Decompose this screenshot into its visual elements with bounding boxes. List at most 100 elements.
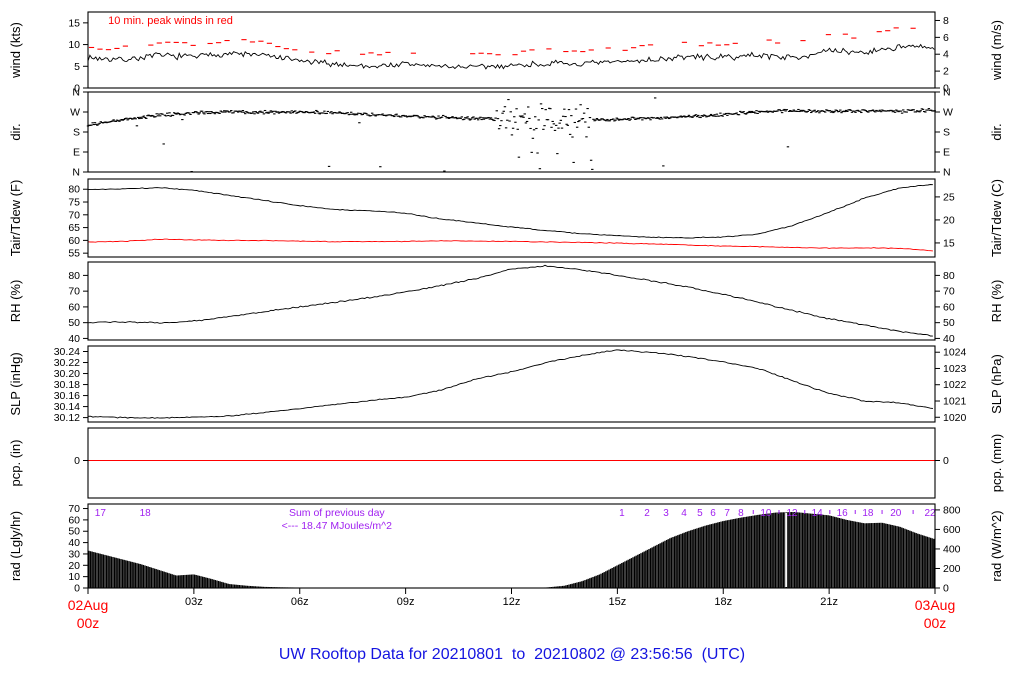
panel-border	[87, 91, 936, 173]
series-sea_level_pressure_inhg	[87, 349, 933, 419]
axis-label-right: Tair/Tdew (C)	[989, 179, 1004, 257]
chart-title: UW Rooftop Data for 20210801 to 20210802…	[278, 646, 746, 663]
y-tick-label-left: E	[73, 147, 80, 159]
panel-wind: 10 min. peak winds in red 0 5 10 15 0 2 4 6 8 wind…	[8, 11, 1004, 95]
y-tick-label-left: 30.20	[54, 368, 80, 380]
y-tick-label-left: 30.14	[54, 401, 80, 413]
axis-label-left: dir.	[8, 123, 23, 140]
axis-label-left: RH (%)	[8, 280, 23, 323]
mj-mark-label: 12	[787, 508, 799, 519]
axis-label-right: rad (W/m^2)	[989, 510, 1004, 581]
y-tick-label-left: 55	[68, 248, 80, 260]
y-tick-label-left: N	[72, 87, 80, 99]
mj-mark-label: 6	[710, 508, 716, 519]
y-tick-label-right: 60	[943, 301, 955, 313]
y-tick-label-right: 8	[943, 15, 949, 27]
series-wind_speed_kts	[87, 43, 935, 70]
x-tick-label-hour: 00z	[924, 615, 947, 631]
y-tick-label-right: 0	[943, 83, 949, 95]
y-tick-label-left: 0	[74, 83, 80, 95]
y-tick-label-left: 75	[68, 197, 80, 209]
y-tick-label-right: W	[943, 107, 953, 119]
y-tick-label-right: 0	[943, 583, 949, 595]
panel-rh: 40 50 60 70 80 40 50 60 70 80 RH (%) RH (%)	[8, 261, 1004, 345]
y-tick-label-left: 40	[68, 537, 80, 549]
x-tick-label: 18z	[714, 596, 732, 608]
y-tick-label-left: 80	[68, 270, 80, 282]
x-tick-label-date: 02Aug	[68, 597, 108, 613]
y-tick-label-right: 6	[943, 32, 949, 44]
axis-label-right: pcp. (mm)	[989, 434, 1004, 493]
x-tick-label-date: 03Aug	[915, 597, 955, 613]
y-tick-label-right: 400	[943, 543, 961, 555]
panel-border	[87, 11, 936, 89]
y-tick-label-right: 20	[943, 214, 955, 226]
y-tick-label-left: 80	[68, 184, 80, 196]
y-tick-label-left: 60	[68, 301, 80, 313]
y-tick-label-left: 0	[74, 583, 80, 595]
y-tick-label-left: 60	[68, 514, 80, 526]
axis-label-left: pcp. (in)	[8, 440, 23, 487]
series-relative_humidity_pct	[87, 264, 933, 337]
y-tick-label-left: 30.22	[54, 357, 80, 369]
y-tick-label-right: S	[943, 127, 950, 139]
axis-label-right: wind (m/s)	[989, 20, 1004, 81]
series-tair_f	[87, 184, 933, 239]
radiation-mj-marks: 17 18 1 2 3 4 5 6 7 8 10 12 14 16 18 20 22	[95, 508, 936, 519]
y-tick-label-right: 70	[943, 286, 955, 298]
y-tick-label-right: 80	[943, 270, 955, 282]
panel-border	[87, 427, 936, 499]
y-tick-label-right: 4	[943, 49, 949, 61]
y-tick-label-right: N	[943, 87, 951, 99]
series-peak_wind_kts	[88, 27, 916, 56]
y-tick-label-left: 30	[68, 548, 80, 560]
mj-mark-label: 2	[644, 508, 650, 519]
y-tick-label-left: 70	[68, 503, 80, 515]
panel-border	[87, 178, 936, 258]
y-tick-label-left: 0	[74, 455, 80, 467]
y-tick-label-right: N	[943, 167, 951, 179]
y-tick-label-right: 0	[943, 455, 949, 467]
axis-label-right: RH (%)	[989, 280, 1004, 323]
mj-mark-label: 7	[724, 508, 730, 519]
y-tick-label-left: W	[70, 107, 80, 119]
y-tick-label-left: S	[73, 127, 80, 139]
axis-label-left: wind (kts)	[8, 22, 23, 79]
mj-mark-label: 18	[140, 508, 152, 519]
mj-mark-label: 14	[812, 508, 824, 519]
x-tick-label: 15z	[609, 596, 627, 608]
y-tick-label-right: 1021	[943, 396, 967, 408]
axis-label-left: Tair/Tdew (F)	[8, 180, 23, 257]
mj-mark-label: 4	[681, 508, 687, 519]
mj-mark-label: 3	[663, 508, 669, 519]
x-tick-label: 09z	[397, 596, 415, 608]
x-tick-label: 06z	[291, 596, 309, 608]
y-tick-label-right: 600	[943, 524, 961, 536]
y-tick-label-left: 30.12	[54, 412, 80, 424]
panel-border	[87, 345, 936, 423]
mj-mark-label: 16	[837, 508, 849, 519]
y-tick-label-left: 60	[68, 235, 80, 247]
y-tick-label-left: 30.24	[54, 346, 80, 358]
series-solar_radiation_lyhr	[88, 511, 935, 588]
y-tick-label-right: E	[943, 147, 950, 159]
x-tick-label: 21z	[820, 596, 838, 608]
y-tick-label-left: N	[72, 167, 80, 179]
axis-label-right: SLP (hPa)	[989, 354, 1004, 414]
sum-previous-day-label: Sum of previous day	[289, 507, 385, 519]
mj-mark-label: 5	[697, 508, 703, 519]
y-tick-label-left: 50	[68, 317, 80, 329]
y-tick-label-right: 50	[943, 317, 955, 329]
y-tick-label-left: 40	[68, 333, 80, 345]
y-tick-label-right: 1024	[943, 347, 967, 359]
y-tick-label-left: 15	[68, 17, 80, 29]
axis-label-right: dir.	[989, 123, 1004, 140]
mj-mark-label: 18	[862, 508, 874, 519]
y-tick-label-right: 200	[943, 563, 961, 575]
mj-mark-label: 10	[760, 508, 772, 519]
mj-mark-label: 20	[890, 508, 902, 519]
